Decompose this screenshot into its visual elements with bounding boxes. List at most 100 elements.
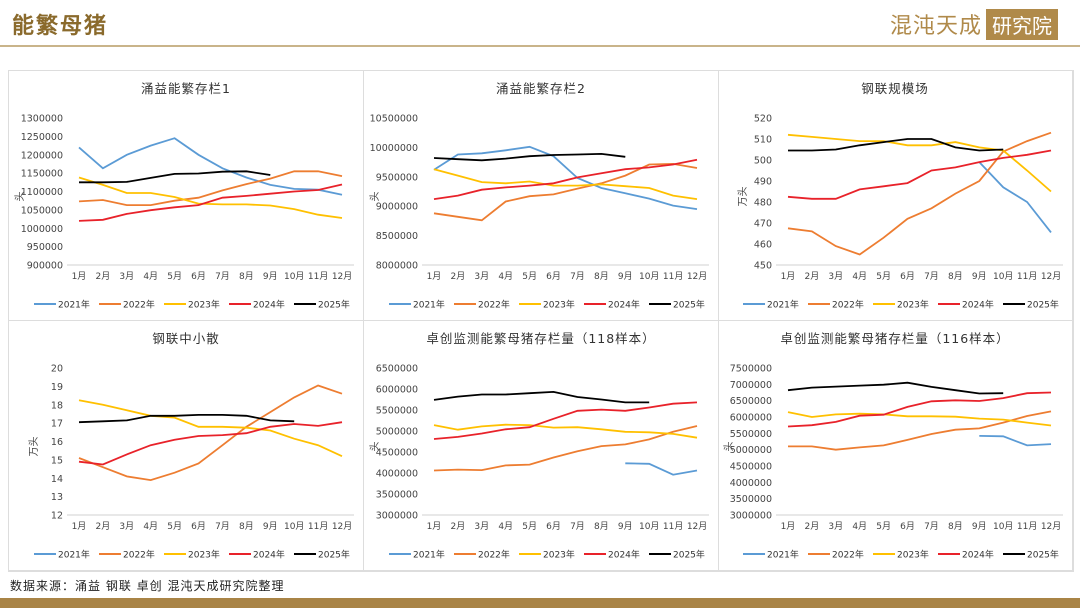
y-axis-label: 头 [369, 192, 381, 202]
x-tick-label: 6月 [191, 521, 206, 532]
series-line-2021 [978, 161, 1052, 233]
series-line-2022 [787, 131, 1052, 256]
chart-panel: 钢联中小散 12 13 14 15 16 17 18 19 20 万头 1月 2月 3月 4月 5月 6月 7月 8… [9, 321, 364, 571]
series-line-2021 [979, 435, 1052, 447]
series-line-2021 [433, 145, 697, 210]
legend-label: 2024年 [962, 299, 994, 311]
line-chart: 卓创监测能繁母猪存栏量（116样本） 3000000 3500000 4000000 4… [723, 331, 1063, 561]
y-tick-label: 4000000 [375, 469, 417, 480]
line-chart: 涌益能繁存栏2 8000000 8500000 9000000 9500000 10000… [369, 81, 709, 311]
x-tick-label: 10月 [993, 271, 1013, 282]
y-tick-label: 1000000 [21, 224, 63, 235]
x-tick-label: 6月 [900, 271, 915, 282]
y-tick-label: 4500000 [730, 462, 772, 473]
x-tick-label: 10月 [993, 521, 1013, 532]
legend-label: 2022年 [832, 549, 864, 561]
legend-label: 2021年 [58, 299, 90, 311]
y-axis-label: 头 [14, 192, 26, 202]
y-tick-label: 490 [754, 177, 772, 188]
x-tick-label: 9月 [617, 271, 632, 282]
legend-label: 2023年 [897, 549, 929, 561]
series-line-2023 [78, 176, 343, 219]
series-line-2023 [787, 133, 1052, 193]
x-tick-label: 2月 [805, 271, 820, 282]
x-tick-label: 7月 [924, 521, 939, 532]
legend-label: 2021年 [58, 549, 90, 561]
chart-panel: 卓创监测能繁母猪存栏量（116样本） 3000000 3500000 4000000 4… [718, 321, 1073, 571]
x-tick-label: 2月 [96, 521, 111, 532]
x-tick-label: 1月 [426, 521, 441, 532]
series-line-2025 [433, 390, 649, 404]
y-tick-label: 8000000 [375, 261, 417, 272]
y-tick-label: 1200000 [21, 150, 63, 161]
legend-label: 2024年 [608, 299, 640, 311]
x-tick-label: 4月 [143, 271, 158, 282]
x-tick-label: 2月 [450, 521, 465, 532]
x-tick-label: 5月 [522, 271, 537, 282]
chart-title: 卓创监测能繁母猪存栏量（118样本） [426, 331, 655, 346]
legend-label: 2023年 [543, 299, 575, 311]
y-tick-label: 3500000 [730, 494, 772, 505]
x-tick-label: 2月 [805, 521, 820, 532]
x-tick-label: 11月 [1017, 521, 1037, 532]
series-line-2023 [787, 411, 1052, 427]
legend-label: 2023年 [188, 549, 220, 561]
data-source-note: 数据来源：涌益 钢联 卓创 混沌天成研究院整理 [10, 579, 285, 593]
x-tick-label: 12月 [1041, 521, 1061, 532]
x-tick-label: 12月 [1041, 271, 1061, 282]
line-chart: 卓创监测能繁母猪存栏量（118样本） 3000000 3500000 4000000 4… [369, 331, 709, 561]
x-tick-label: 1月 [72, 521, 87, 532]
series-line-2023 [433, 168, 697, 200]
y-tick-label: 15 [51, 455, 63, 466]
chart-title: 钢联规模场 [861, 81, 929, 96]
x-tick-label: 2月 [96, 271, 111, 282]
legend-label: 2023年 [897, 299, 929, 311]
y-tick-label: 10500000 [369, 114, 417, 125]
x-tick-label: 2月 [450, 271, 465, 282]
x-tick-label: 11月 [308, 521, 328, 532]
footer-bar [0, 598, 1080, 608]
series-line-2023 [433, 423, 697, 439]
y-tick-label: 20 [51, 364, 63, 375]
x-tick-label: 6月 [900, 521, 915, 532]
y-tick-label: 6500000 [375, 364, 417, 375]
y-tick-label: 6000000 [730, 413, 772, 424]
y-tick-label: 7000000 [730, 380, 772, 391]
y-tick-label: 520 [754, 114, 772, 125]
series-line-2022 [78, 170, 343, 206]
x-tick-label: 5月 [167, 271, 182, 282]
x-tick-label: 3月 [119, 271, 134, 282]
x-tick-label: 9月 [263, 271, 278, 282]
x-tick-label: 3月 [474, 521, 489, 532]
y-tick-label: 4000000 [730, 478, 772, 489]
legend-label: 2021年 [413, 549, 445, 561]
series-line-2024 [78, 421, 343, 466]
y-tick-label: 1100000 [21, 187, 63, 198]
x-tick-label: 1月 [72, 271, 87, 282]
y-tick-label: 14 [51, 474, 63, 485]
legend-label: 2022年 [478, 549, 510, 561]
y-tick-label: 480 [754, 198, 772, 209]
legend-label: 2022年 [123, 549, 155, 561]
legend-label: 2022年 [478, 299, 510, 311]
x-tick-label: 6月 [191, 271, 206, 282]
x-tick-label: 4月 [498, 271, 513, 282]
x-tick-label: 11月 [1017, 271, 1037, 282]
x-tick-label: 10月 [284, 521, 304, 532]
x-tick-label: 12月 [686, 271, 706, 282]
y-tick-label: 19 [51, 382, 63, 393]
x-tick-label: 5月 [167, 521, 182, 532]
legend-label: 2021年 [413, 299, 445, 311]
series-line-2021 [78, 137, 343, 196]
chart-panel: 钢联规模场 450 460 470 480 490 500 510 520 万头 1月 2月 3月 4月 5… [718, 71, 1073, 321]
y-tick-label: 1150000 [21, 169, 63, 180]
y-tick-label: 7500000 [730, 364, 772, 375]
x-tick-label: 12月 [686, 521, 706, 532]
company-logo: 混沌天成 研究院 [890, 8, 1058, 40]
y-tick-label: 900000 [27, 261, 63, 272]
x-tick-label: 4月 [498, 521, 513, 532]
chart-panel: 卓创监测能繁母猪存栏量（118样本） 3000000 3500000 4000000 4… [363, 321, 719, 571]
x-tick-label: 9月 [263, 521, 278, 532]
x-tick-label: 1月 [781, 271, 796, 282]
series-line-2024 [433, 401, 697, 440]
